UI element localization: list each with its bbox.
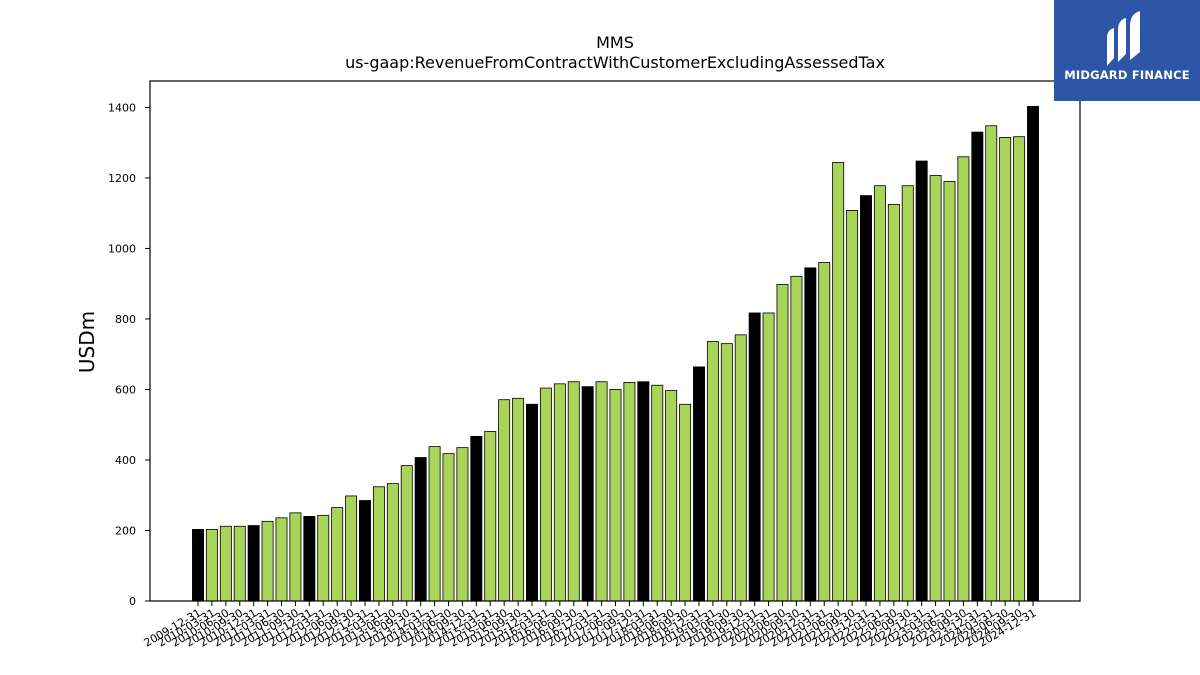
bar-2016-03-31 <box>539 387 552 602</box>
bar-2018-09-30 <box>679 403 692 602</box>
bar-2020-09-30 <box>790 275 803 602</box>
bar-2018-06-30 <box>665 390 678 602</box>
bar-2016-06-30 <box>553 383 566 602</box>
bar-2010-09-30 <box>233 525 246 602</box>
bar-2015-03-31 <box>484 431 497 602</box>
bar-2023-12-31 <box>971 131 984 602</box>
bar-2013-03-31 <box>372 486 385 602</box>
bar-2013-06-30 <box>386 483 399 602</box>
midgard-finance-logo: MIDGARD FINANCE <box>1054 0 1200 101</box>
bar-2016-12-31 <box>581 386 594 602</box>
bar-2011-06-30 <box>275 517 288 602</box>
y-tick-label: 600 <box>115 383 136 396</box>
bar-2017-03-31 <box>595 381 608 602</box>
y-tick-label: 800 <box>115 313 136 326</box>
bar-2010-06-30 <box>219 525 232 602</box>
y-tick-label: 0 <box>129 595 136 608</box>
plot-frame <box>149 80 1081 602</box>
bar-2019-06-30 <box>720 343 733 602</box>
bar-2016-09-30 <box>567 381 580 602</box>
bar-2011-12-31 <box>303 515 316 602</box>
y-tick-label: 200 <box>115 524 136 537</box>
bar-2011-09-30 <box>289 512 302 602</box>
bar-2015-06-30 <box>498 399 511 602</box>
bar-2015-12-31 <box>526 403 538 602</box>
bar-2018-12-31 <box>693 366 705 602</box>
bar-2022-03-31 <box>873 185 886 602</box>
y-tick-label: 1200 <box>108 172 136 185</box>
bars-group <box>192 105 1039 602</box>
midgard-logo-icon <box>1107 11 1140 66</box>
bar-2024-06-30 <box>999 137 1012 602</box>
bar-2009-12-31 <box>192 529 204 602</box>
bar-2024-09-30 <box>1013 136 1026 602</box>
bar-2023-09-30 <box>957 156 970 602</box>
bar-2020-03-31 <box>762 312 775 602</box>
bar-2023-03-31 <box>929 175 942 602</box>
bar-2011-03-31 <box>261 520 274 602</box>
bar-2012-09-30 <box>345 495 358 602</box>
bar-2017-12-31 <box>637 381 650 602</box>
bar-2021-03-31 <box>818 262 831 602</box>
bar-2015-09-30 <box>512 397 525 602</box>
chart-subtitle: us-gaap:RevenueFromContractWithCustomerE… <box>345 53 885 72</box>
bar-2018-03-31 <box>651 384 664 602</box>
bar-2010-12-31 <box>247 525 260 602</box>
bar-2019-03-31 <box>706 341 719 602</box>
bar-2024-03-31 <box>985 125 998 602</box>
y-axis: 0 200 400 600 800 1000 1200 1400 <box>108 101 150 608</box>
bar-2017-09-30 <box>623 382 636 602</box>
bar-2022-09-30 <box>901 185 914 602</box>
bar-2014-06-30 <box>442 453 455 602</box>
bar-2014-03-31 <box>428 446 441 602</box>
bar-2017-06-30 <box>609 389 622 602</box>
y-tick-label: 1000 <box>108 242 136 255</box>
bar-2012-03-31 <box>317 514 330 602</box>
bar-2013-12-31 <box>414 457 427 602</box>
bar-2020-06-30 <box>776 284 789 602</box>
bar-2012-06-30 <box>331 507 344 602</box>
chart-title: MMS <box>596 33 634 52</box>
bar-2014-12-31 <box>470 435 483 602</box>
bar-2019-09-30 <box>734 334 747 602</box>
bar-2021-09-30 <box>846 209 859 602</box>
y-tick-label: 400 <box>115 454 136 467</box>
bar-2013-09-30 <box>400 465 413 602</box>
bar-2024-12-31 <box>1027 105 1039 602</box>
bar-2012-12-31 <box>359 500 371 602</box>
bar-2021-12-31 <box>860 195 872 602</box>
bar-2022-12-31 <box>915 160 928 602</box>
logo-brand-text: MIDGARD FINANCE <box>1064 68 1190 82</box>
y-tick-label: 1400 <box>108 101 136 114</box>
bar-2019-12-31 <box>748 312 761 602</box>
bar-2022-06-30 <box>887 203 900 602</box>
bar-2021-06-30 <box>832 162 845 602</box>
x-axis: 2009-12-312010-03-312010-06-302010-09-30… <box>142 601 1039 650</box>
bar-2010-03-31 <box>205 529 218 602</box>
y-axis-label: USDm <box>75 311 99 373</box>
bar-2014-09-30 <box>456 447 469 602</box>
bar-2023-06-30 <box>943 181 956 602</box>
bar-2020-12-31 <box>804 267 817 602</box>
